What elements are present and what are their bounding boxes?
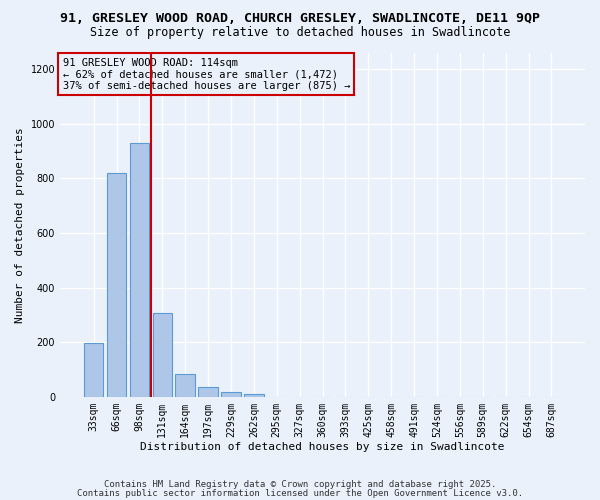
Bar	[107, 172, 126, 397]
Bar	[244, 394, 263, 397]
Bar	[221, 392, 241, 397]
Text: Size of property relative to detached houses in Swadlincote: Size of property relative to detached ho…	[90, 26, 510, 39]
Bar	[84, 343, 103, 397]
Bar	[130, 142, 149, 397]
Bar	[199, 388, 218, 397]
X-axis label: Distribution of detached houses by size in Swadlincote: Distribution of detached houses by size …	[140, 442, 505, 452]
Text: Contains public sector information licensed under the Open Government Licence v3: Contains public sector information licen…	[77, 488, 523, 498]
Bar	[175, 374, 195, 397]
Y-axis label: Number of detached properties: Number of detached properties	[15, 127, 25, 322]
Text: Contains HM Land Registry data © Crown copyright and database right 2025.: Contains HM Land Registry data © Crown c…	[104, 480, 496, 489]
Text: 91, GRESLEY WOOD ROAD, CHURCH GRESLEY, SWADLINCOTE, DE11 9QP: 91, GRESLEY WOOD ROAD, CHURCH GRESLEY, S…	[60, 12, 540, 26]
Bar	[152, 314, 172, 397]
Text: 91 GRESLEY WOOD ROAD: 114sqm
← 62% of detached houses are smaller (1,472)
37% of: 91 GRESLEY WOOD ROAD: 114sqm ← 62% of de…	[62, 58, 350, 91]
